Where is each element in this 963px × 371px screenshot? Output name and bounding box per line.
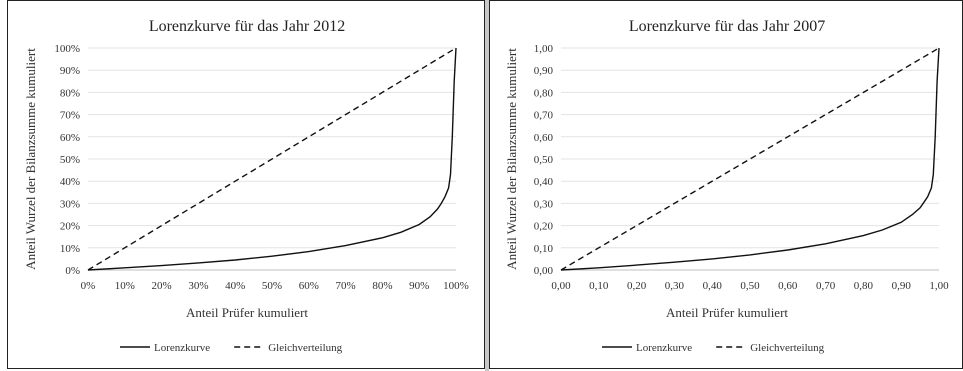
x-tick-label: 1,00 — [929, 280, 949, 292]
y-axis-title: Anteil Wurzel der Bilanzsumme kumuliert — [504, 48, 519, 270]
y-tick-label: 0,60 — [534, 132, 554, 144]
y-tick-label: 90% — [60, 65, 80, 77]
x-tick-label: 70% — [336, 280, 356, 292]
legend-label: Lorenzkurve — [636, 342, 692, 354]
x-tick-label: 0,40 — [703, 280, 723, 292]
chart-panel-2012: Lorenzkurve für das Jahr 2012 0% 10% 20% 30%… — [7, 0, 485, 369]
series-line-gleichverteilung — [87, 47, 457, 271]
x-tick-label: 0% — [81, 280, 96, 292]
y-tick-label: 0,10 — [534, 243, 554, 255]
y-tick-label: 0% — [65, 265, 80, 277]
x-tick-label: 0,80 — [854, 280, 874, 292]
x-tick-label: 0,60 — [778, 280, 798, 292]
chart-2012-svg: Lorenzkurve für das Jahr 2012 0% 10% 20% 30%… — [23, 18, 469, 354]
x-tick-label: 40% — [225, 280, 245, 292]
x-tick-label: 60% — [299, 280, 319, 292]
chart-2007-svg: Lorenzkurve für das Jahr 2007 0,00 0,10 0,2… — [504, 18, 949, 354]
y-tick-label: 60% — [60, 132, 80, 144]
series-line-lorenzkurve — [87, 47, 457, 271]
x-tick-label: 0,50 — [740, 280, 760, 292]
y-tick-label: 20% — [60, 221, 80, 233]
y-tick-label: 10% — [60, 243, 80, 255]
x-tick-label: 50% — [262, 280, 282, 292]
y-tick-label: 0,20 — [534, 221, 554, 233]
legend-label: Gleichverteilung — [750, 342, 824, 354]
y-tick-label: 0,30 — [534, 198, 554, 210]
legend-label: Lorenzkurve — [154, 342, 210, 354]
y-tick-label: 0,70 — [534, 110, 554, 122]
series-line-gleichverteilung — [560, 47, 940, 271]
y-tick-label: 0,80 — [534, 87, 554, 99]
x-tick-label: 80% — [372, 280, 392, 292]
y-tick-label: 50% — [60, 154, 80, 166]
chart-title: Lorenzkurve für das Jahr 2012 — [149, 18, 345, 35]
x-axis-title: Anteil Prüfer kumuliert — [666, 305, 788, 320]
y-axis-title: Anteil Wurzel der Bilanzsumme kumuliert — [23, 48, 38, 270]
x-tick-label: 10% — [115, 280, 135, 292]
x-axis-title: Anteil Prüfer kumuliert — [186, 305, 308, 320]
y-tick-label: 40% — [60, 176, 80, 188]
x-tick-label: 20% — [152, 280, 172, 292]
x-tick-label: 100% — [443, 280, 469, 292]
legend-label: Gleichverteilung — [268, 342, 342, 354]
y-tick-label: 100% — [54, 43, 80, 55]
x-tick-label: 0,30 — [665, 280, 685, 292]
x-tick-label: 90% — [409, 280, 429, 292]
y-tick-label: 70% — [60, 110, 80, 122]
chart-panel-2007: Lorenzkurve für das Jahr 2007 0,00 0,10 0,2… — [489, 0, 963, 369]
y-tick-label: 80% — [60, 87, 80, 99]
x-tick-label: 0,20 — [627, 280, 647, 292]
y-tick-label: 0,40 — [534, 176, 554, 188]
series-line-lorenzkurve — [560, 47, 940, 271]
y-tick-label: 0,00 — [534, 265, 554, 277]
x-tick-label: 0,90 — [892, 280, 912, 292]
x-tick-label: 0,70 — [816, 280, 836, 292]
x-tick-label: 30% — [188, 280, 208, 292]
panel-divider — [485, 0, 489, 371]
y-tick-label: 0,90 — [534, 65, 554, 77]
y-tick-label: 0,50 — [534, 154, 554, 166]
x-tick-label: 0,10 — [589, 280, 609, 292]
x-tick-label: 0,00 — [551, 280, 571, 292]
y-tick-label: 30% — [60, 198, 80, 210]
chart-title: Lorenzkurve für das Jahr 2007 — [629, 18, 825, 35]
y-tick-label: 1,00 — [534, 43, 554, 55]
